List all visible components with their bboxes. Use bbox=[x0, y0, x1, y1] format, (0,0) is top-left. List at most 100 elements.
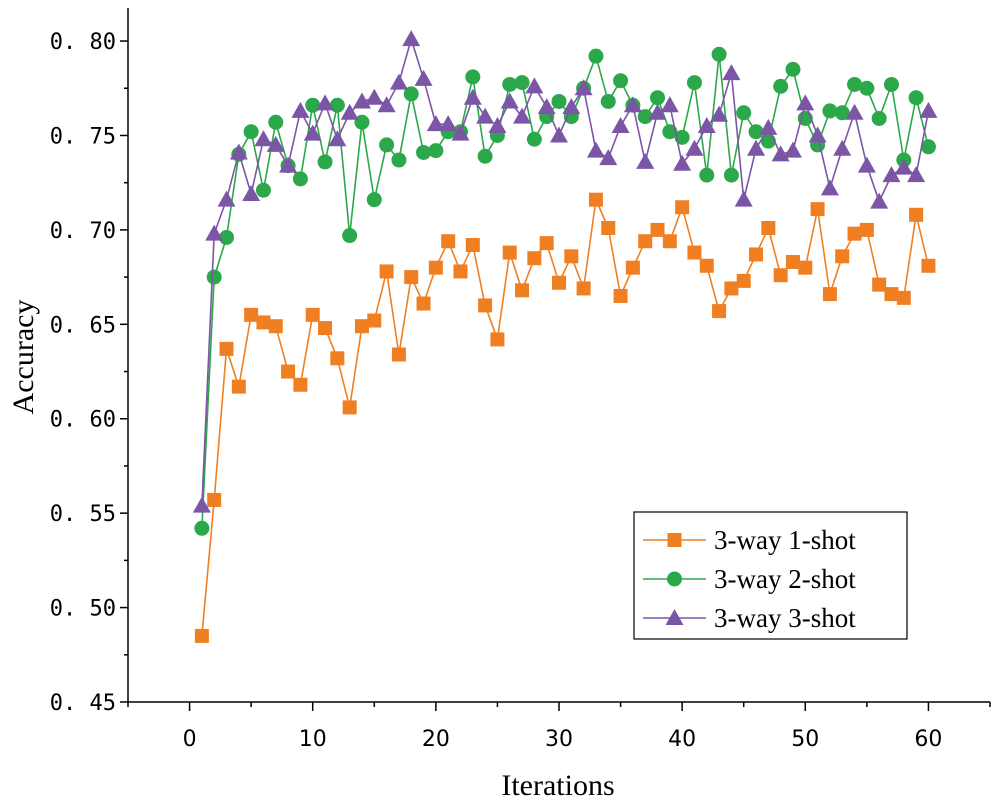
data-point bbox=[650, 222, 665, 237]
data-point bbox=[490, 332, 505, 347]
data-point bbox=[537, 98, 556, 115]
data-point bbox=[810, 202, 825, 217]
data-point bbox=[342, 228, 358, 244]
data-point bbox=[871, 110, 887, 126]
data-point bbox=[465, 237, 480, 252]
data-point bbox=[796, 94, 815, 111]
data-point bbox=[428, 143, 444, 159]
legend: 3-way 1-shot 3-way 2-shot 3-way 3-shot bbox=[633, 511, 908, 640]
data-point bbox=[588, 48, 604, 64]
data-point bbox=[699, 167, 715, 183]
data-point bbox=[389, 73, 408, 90]
data-point bbox=[833, 139, 852, 156]
data-point bbox=[896, 290, 911, 305]
series-line bbox=[201, 53, 930, 529]
data-point bbox=[710, 105, 729, 122]
data-point bbox=[638, 234, 653, 249]
data-point bbox=[478, 298, 493, 313]
x-ticks: 0 10 20 30 40 50 60 bbox=[127, 702, 991, 752]
data-point bbox=[365, 88, 384, 105]
data-point bbox=[513, 107, 532, 124]
data-point bbox=[749, 247, 764, 262]
y-tick-label: 0. 65 bbox=[50, 313, 116, 338]
data-point bbox=[403, 86, 419, 102]
data-point bbox=[798, 260, 813, 275]
data-point bbox=[439, 115, 458, 132]
data-point bbox=[894, 158, 913, 175]
y-tick-label: 0. 80 bbox=[50, 30, 116, 55]
data-point bbox=[822, 287, 837, 302]
data-point bbox=[279, 156, 298, 173]
data-point bbox=[539, 236, 554, 251]
data-point bbox=[662, 234, 677, 249]
data-point bbox=[724, 281, 739, 296]
data-point bbox=[330, 351, 345, 366]
data-point bbox=[243, 124, 259, 140]
data-point bbox=[514, 75, 530, 91]
data-point bbox=[870, 192, 889, 209]
data-point bbox=[502, 76, 518, 92]
data-point bbox=[515, 283, 530, 298]
data-point bbox=[820, 179, 839, 196]
data-point bbox=[229, 143, 248, 160]
data-point bbox=[318, 321, 333, 336]
data-point bbox=[317, 154, 333, 170]
data-point bbox=[292, 171, 308, 187]
data-point bbox=[675, 200, 690, 215]
data-point bbox=[761, 221, 776, 236]
y-ticks: 0. 45 0. 50 0. 55 0. 60 0. 65 0. 70 0. 75 0. 80 bbox=[50, 30, 128, 716]
data-point bbox=[908, 90, 924, 106]
data-point bbox=[783, 141, 802, 158]
y-tick-label: 0. 60 bbox=[50, 408, 116, 433]
data-point bbox=[562, 98, 581, 115]
data-point bbox=[920, 139, 936, 155]
x-tick-label: 40 bbox=[668, 727, 696, 752]
legend-label: 3-way 1-shot bbox=[714, 525, 856, 555]
data-point bbox=[882, 166, 901, 183]
data-point bbox=[834, 105, 850, 121]
data-point bbox=[921, 258, 936, 273]
data-point bbox=[354, 114, 370, 130]
data-point bbox=[281, 364, 296, 379]
data-point bbox=[242, 185, 261, 202]
data-point bbox=[551, 93, 567, 109]
legend-marker bbox=[665, 609, 684, 625]
data-point bbox=[845, 103, 864, 120]
data-point bbox=[217, 190, 236, 207]
data-point bbox=[205, 224, 224, 241]
data-point bbox=[648, 103, 667, 120]
data-point bbox=[747, 139, 766, 156]
data-point bbox=[712, 304, 727, 319]
data-point bbox=[426, 115, 445, 132]
x-tick-label: 20 bbox=[422, 727, 450, 752]
data-point bbox=[476, 107, 495, 124]
x-tick-label: 0 bbox=[183, 727, 197, 752]
data-point bbox=[402, 30, 421, 47]
data-point bbox=[723, 167, 739, 183]
data-point bbox=[907, 166, 926, 183]
legend-label: 3-way 3-shot bbox=[714, 603, 856, 633]
data-point bbox=[857, 156, 876, 173]
data-point bbox=[576, 281, 591, 296]
data-point bbox=[192, 496, 211, 513]
data-point bbox=[477, 148, 493, 164]
data-point bbox=[699, 258, 714, 273]
data-point bbox=[194, 520, 210, 536]
data-point bbox=[441, 234, 456, 249]
data-point bbox=[564, 249, 579, 264]
data-point bbox=[613, 73, 629, 89]
data-point bbox=[687, 245, 702, 260]
data-point bbox=[662, 124, 678, 140]
data-point bbox=[414, 69, 433, 86]
series-3 bbox=[192, 30, 938, 513]
data-point bbox=[340, 103, 359, 120]
x-tick-label: 50 bbox=[791, 727, 819, 752]
data-point bbox=[722, 64, 741, 81]
legend-item: 3-way 2-shot bbox=[643, 564, 856, 594]
data-point bbox=[305, 307, 320, 322]
data-point bbox=[588, 192, 603, 207]
data-point bbox=[808, 126, 827, 143]
y-tick-label: 0. 50 bbox=[50, 597, 116, 622]
data-point bbox=[268, 319, 283, 334]
